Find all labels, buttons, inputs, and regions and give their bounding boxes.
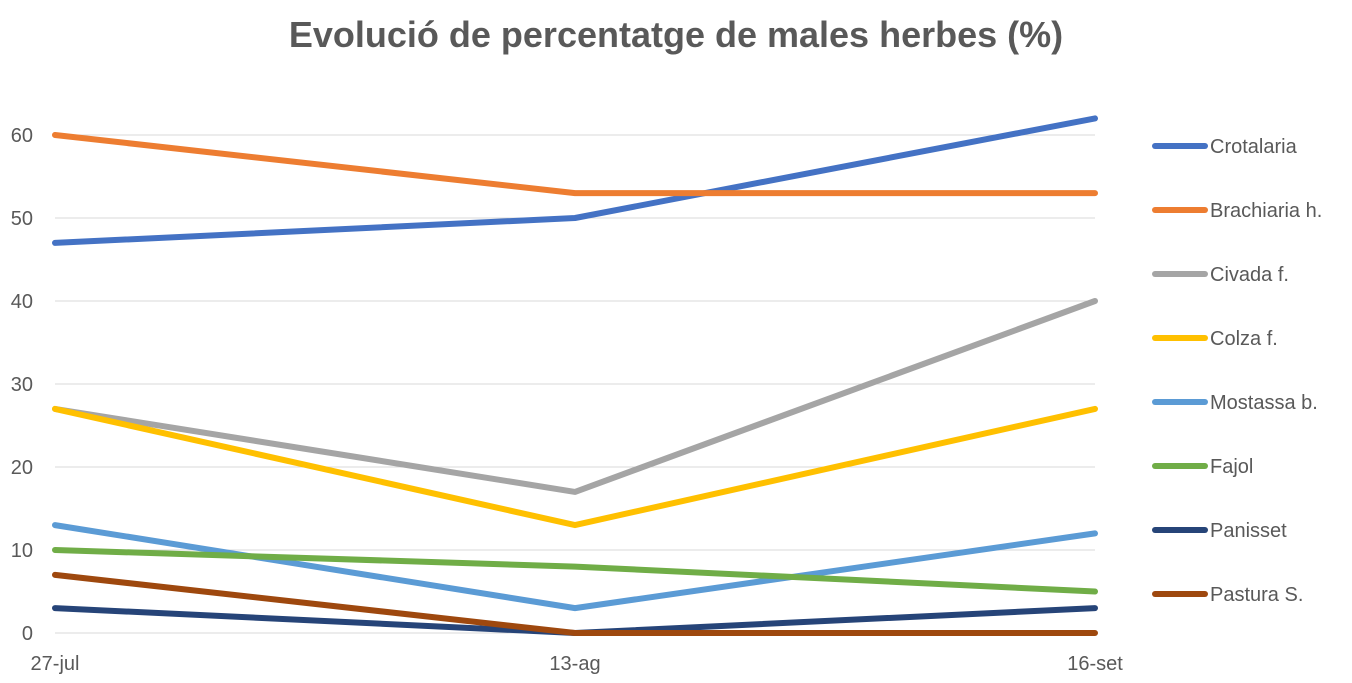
series-line [52, 132, 1098, 197]
legend-label: Fajol [1210, 456, 1253, 478]
chart-title: Evolució de percentatge de males herbes … [288, 14, 1064, 55]
legend: Crotalaria Brachiaria h. Civada f. Colza f.… [1152, 136, 1322, 606]
series-line [52, 547, 1098, 595]
y-tick-label: 60 [11, 125, 33, 147]
series-line [52, 405, 1098, 529]
axis-labels: 0 10 20 30 40 50 60 27-jul 13-ag 16-set [11, 125, 1123, 675]
series-line [52, 115, 1098, 246]
y-tick-label: 10 [11, 540, 33, 562]
legend-label: Panisset [1210, 520, 1287, 542]
legend-label: Brachiaria h. [1210, 200, 1322, 222]
y-tick-label: 50 [11, 208, 33, 230]
series-line [52, 605, 1098, 636]
y-tick-label: 0 [22, 623, 33, 645]
series-line [52, 298, 1098, 495]
legend-label: Mostassa b. [1210, 392, 1318, 414]
series-lines [52, 115, 1098, 636]
series-line [52, 571, 1098, 636]
y-tick-label: 40 [11, 291, 33, 313]
legend-label: Civada f. [1210, 264, 1289, 286]
legend-label: Crotalaria [1210, 136, 1298, 158]
x-tick-label: 13-ag [549, 653, 600, 675]
legend-label: Pastura S. [1210, 584, 1303, 606]
x-tick-label: 27-jul [31, 653, 80, 675]
y-tick-label: 30 [11, 374, 33, 396]
x-tick-label: 16-set [1067, 653, 1123, 675]
y-tick-label: 20 [11, 457, 33, 479]
legend-label: Colza f. [1210, 328, 1278, 350]
